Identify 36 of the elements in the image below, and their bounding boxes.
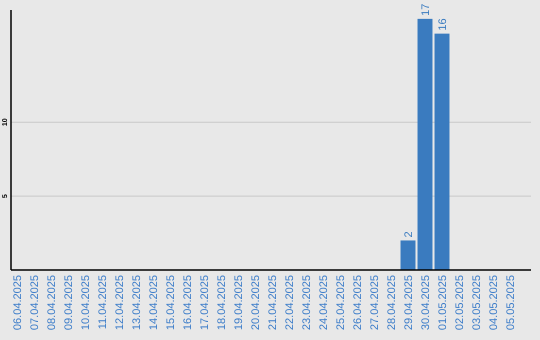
x-tick-label: 23.04.2025 xyxy=(301,275,313,330)
x-tick-label: 22.04.2025 xyxy=(284,275,296,330)
x-tick-label: 15.04.2025 xyxy=(165,275,177,330)
x-tick-label: 24.04.2025 xyxy=(318,275,330,330)
x-tick-label: 13.04.2025 xyxy=(131,275,143,330)
x-tick-label: 03.05.2025 xyxy=(471,275,483,330)
x-tick-label: 14.04.2025 xyxy=(148,275,160,330)
data-label: 16 xyxy=(437,18,449,31)
x-tick-label: 10.04.2025 xyxy=(80,275,92,330)
x-tick-label: 06.04.2025 xyxy=(12,275,24,330)
x-tick-label: 21.04.2025 xyxy=(267,275,279,330)
x-tick-label: 04.05.2025 xyxy=(488,275,500,330)
x-tick-label: 02.05.2025 xyxy=(454,275,466,330)
x-tick-label: 18.04.2025 xyxy=(216,275,228,330)
bar xyxy=(400,240,416,270)
x-tick-label: 26.04.2025 xyxy=(352,275,364,330)
x-tick-label: 27.04.2025 xyxy=(369,275,381,330)
x-tick-label: 07.04.2025 xyxy=(29,275,41,330)
x-tick-label: 20.04.2025 xyxy=(250,275,262,330)
x-tick-label: 08.04.2025 xyxy=(46,275,58,330)
x-tick-label: 28.04.2025 xyxy=(386,275,398,330)
x-tick-label: 01.05.2025 xyxy=(437,275,449,330)
x-tick-label: 16.04.2025 xyxy=(182,275,194,330)
x-tick-label: 17.04.2025 xyxy=(199,275,211,330)
data-label: 17 xyxy=(420,4,432,16)
x-tick-label: 09.04.2025 xyxy=(63,275,75,330)
x-tick-label: 29.04.2025 xyxy=(403,275,415,330)
bar xyxy=(434,34,450,270)
x-tick-label: 05.05.2025 xyxy=(505,275,517,330)
x-tick-label: 30.04.2025 xyxy=(420,275,432,330)
data-label: 2 xyxy=(403,231,415,238)
x-tick-label: 12.04.2025 xyxy=(114,275,126,330)
x-tick-label: 25.04.2025 xyxy=(335,275,347,330)
x-tick-label: 19.04.2025 xyxy=(233,275,245,330)
x-tick-label: 11.04.2025 xyxy=(97,275,109,330)
bar xyxy=(418,18,432,270)
